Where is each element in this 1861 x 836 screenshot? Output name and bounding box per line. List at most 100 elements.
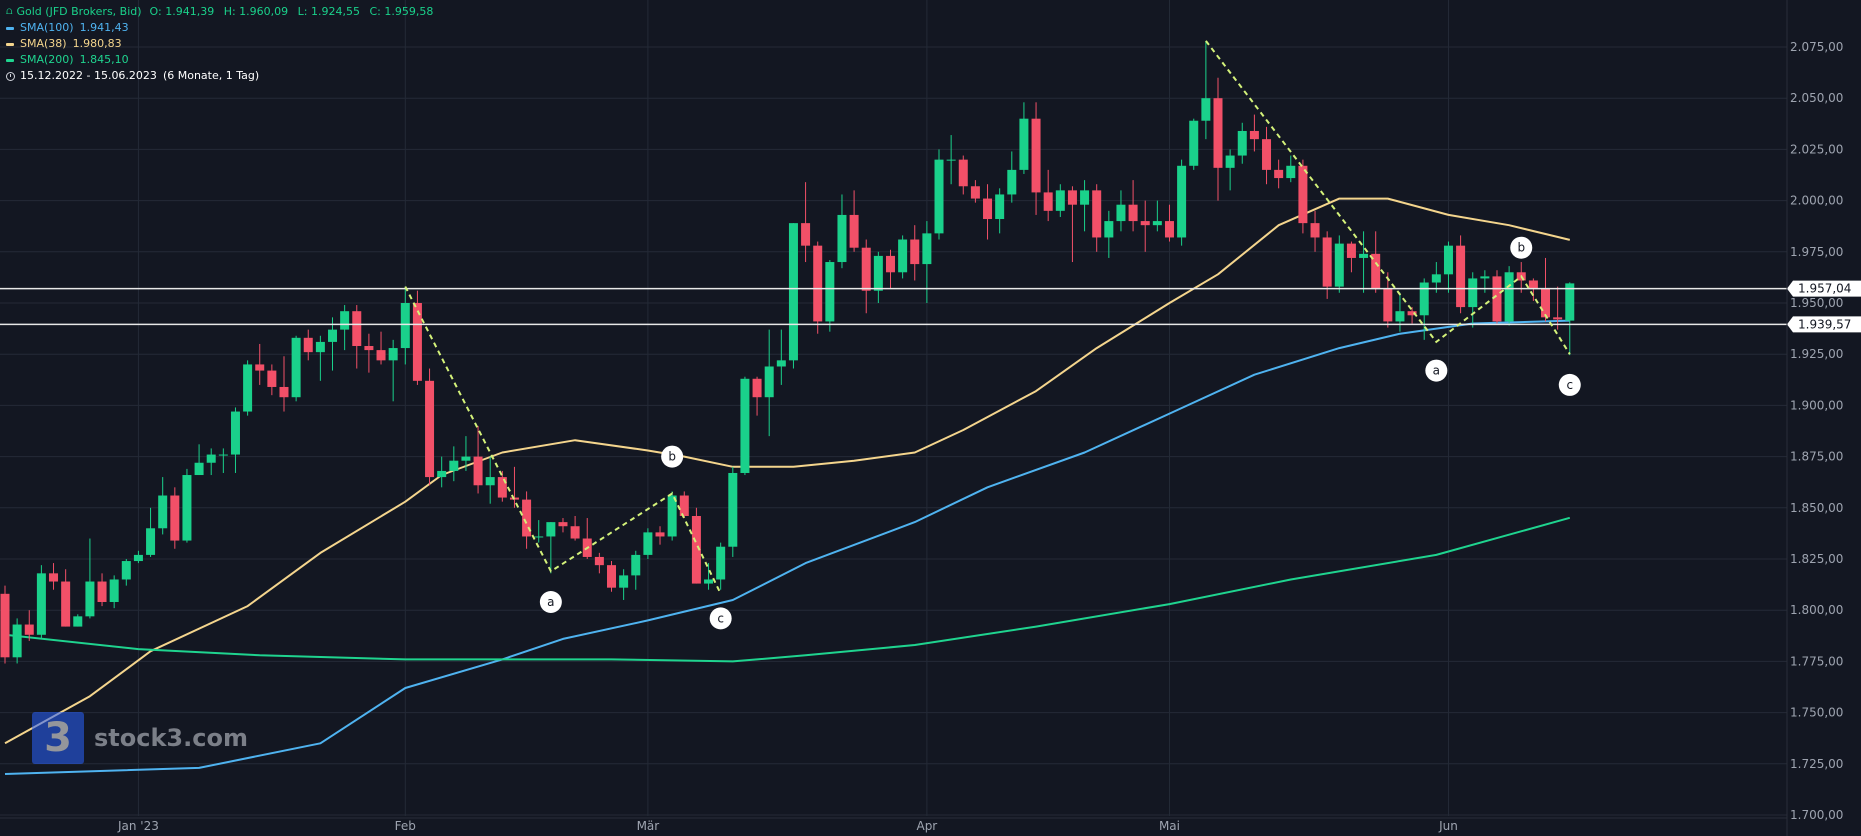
candle-body	[716, 546, 726, 580]
candle-body	[461, 456, 471, 461]
y-tick-label: 1.900,00	[1790, 398, 1843, 412]
range-detail: (6 Monate, 1 Tag)	[162, 69, 260, 82]
candle-body	[1541, 288, 1551, 318]
candle-body	[898, 239, 908, 273]
instrument-row[interactable]: ⩍ Gold (JFD Brokers, Bid) O: 1.941,39 H:…	[6, 4, 439, 20]
candle-body	[1007, 169, 1017, 195]
candle-body	[1274, 169, 1284, 179]
moving-averages	[4, 197, 1571, 775]
price-axis[interactable]: 1.700,00 1.725,00 1.750,00 1.775,00 1.800,00…	[1786, 0, 1843, 836]
wave-label-circle	[1425, 359, 1448, 382]
candle-body	[801, 223, 811, 246]
y-tick-label: 2.000,00	[1790, 194, 1843, 208]
candle-body	[546, 522, 556, 537]
x-tick-label: Mär	[637, 819, 660, 833]
price-tag-label: 1.939,57	[1798, 317, 1851, 331]
candle-body	[570, 526, 580, 539]
candle-body	[631, 554, 641, 576]
candle-body	[376, 350, 386, 361]
y-tick-label: 1.750,00	[1790, 706, 1843, 720]
candle-body	[922, 233, 932, 265]
candle-body	[764, 366, 774, 398]
candle-body	[1080, 190, 1090, 205]
candle-body	[340, 311, 350, 330]
candle-body	[1019, 118, 1029, 170]
candle-body	[1419, 282, 1429, 316]
candle-body	[1164, 221, 1174, 238]
candle-body	[230, 411, 240, 455]
sma200-row[interactable]: SMA(200) 1.845,10	[6, 52, 439, 68]
candle-body	[873, 255, 883, 291]
wave-label-circle	[1510, 236, 1533, 259]
candle-body	[861, 247, 871, 291]
x-tick-label: Jun	[1438, 819, 1458, 833]
candle-body	[1346, 243, 1356, 258]
candle-body	[655, 532, 665, 537]
watermark-logo: 3 stock3.com	[32, 712, 248, 764]
candle-body	[73, 616, 83, 627]
horizontal-lines[interactable]: 1.957,04 1.939,57	[0, 280, 1861, 333]
candle-body	[1528, 280, 1538, 289]
candle-body	[1504, 272, 1514, 322]
sma100-row[interactable]: SMA(100) 1.941,43	[6, 20, 439, 36]
wave-label-circle	[709, 607, 732, 630]
candle-body	[1043, 192, 1053, 211]
candle-body	[910, 239, 920, 265]
sma38-row[interactable]: SMA(38) 1.980,83	[6, 36, 439, 52]
wave-label: a	[1433, 364, 1440, 378]
range-row[interactable]: 15.12.2022 - 15.06.2023 (6 Monate, 1 Tag…	[6, 68, 439, 84]
candle-body	[36, 573, 46, 635]
wave-label: c	[717, 611, 724, 625]
close-value: C: 1.959,58	[369, 5, 434, 18]
candle-body	[158, 495, 168, 529]
candle-body	[691, 515, 701, 584]
candle-body	[303, 337, 313, 353]
candle-body	[788, 223, 798, 361]
sma-line	[4, 319, 1570, 775]
y-tick-label: 1.775,00	[1790, 654, 1843, 668]
candle-body	[1407, 311, 1417, 316]
y-tick-label: 1.850,00	[1790, 501, 1843, 515]
candle-body	[1371, 253, 1381, 289]
candle-body	[995, 194, 1005, 220]
candle-body	[279, 386, 289, 398]
y-tick-label: 2.025,00	[1790, 142, 1843, 156]
sma-line	[4, 197, 1571, 745]
candle-body	[813, 245, 823, 322]
wave-lines: a b c a b c	[404, 40, 1581, 630]
sma38-label: SMA(38)	[20, 37, 67, 50]
candle-body	[970, 186, 980, 199]
candle-body	[1565, 283, 1575, 321]
candle-body	[1431, 274, 1441, 283]
sma100-label: SMA(100)	[20, 21, 74, 34]
candle-body	[194, 462, 204, 476]
chart-legend: ⩍ Gold (JFD Brokers, Bid) O: 1.941,39 H:…	[6, 4, 439, 84]
grid	[0, 0, 1787, 816]
candle-body	[1334, 243, 1344, 287]
candle-body	[825, 262, 835, 322]
candle-body	[1359, 253, 1369, 258]
candle-body	[449, 460, 459, 471]
candle-body	[594, 556, 604, 566]
y-tick-label: 1.875,00	[1790, 450, 1843, 464]
sma38-value: 1.980,83	[72, 37, 122, 50]
candle-body	[558, 522, 568, 527]
candle-body	[1443, 245, 1453, 275]
candles	[0, 40, 1575, 664]
open-value: O: 1.941,39	[149, 5, 215, 18]
candle-body	[667, 495, 677, 537]
time-axis[interactable]: Jan '23 Feb Mär Apr Mai Jun	[0, 817, 1787, 833]
clock-icon	[6, 71, 15, 81]
candle-body	[728, 472, 738, 547]
candle-body	[328, 329, 338, 342]
price-tag	[1787, 316, 1861, 333]
candle-body	[1189, 120, 1199, 166]
candle-body	[255, 364, 265, 371]
candle-body	[1104, 221, 1114, 238]
candle-body	[1140, 221, 1150, 226]
price-tag-label: 1.957,04	[1798, 282, 1851, 296]
candle-body	[97, 581, 107, 603]
sma200-value: 1.845,10	[79, 53, 129, 66]
candle-body	[1116, 204, 1126, 222]
